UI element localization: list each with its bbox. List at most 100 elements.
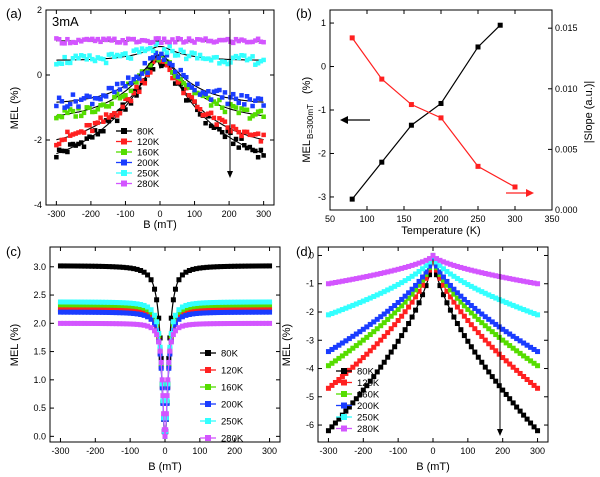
panel-d-marker-80K xyxy=(465,338,471,344)
panel-a-marker-120K xyxy=(261,132,266,138)
panel-d-marker-200K xyxy=(496,324,502,330)
panel-a-marker-80K xyxy=(261,153,266,158)
panel-b-ytick-label: -1 xyxy=(318,105,326,115)
panel-a-marker-280K xyxy=(56,36,62,42)
panel-c-marker-120K xyxy=(225,307,231,313)
panel-c-marker-120K xyxy=(204,307,210,313)
panel-c-marker-250K xyxy=(190,301,196,307)
panel-a-marker-250K xyxy=(211,55,217,60)
panel-c-marker-160K xyxy=(145,307,151,313)
panel-a-marker-160K xyxy=(164,59,170,64)
panel-d-marker-160K xyxy=(353,343,359,349)
panel-d-marker-120K xyxy=(479,333,485,339)
panel-d-marker-120K xyxy=(535,385,541,391)
panel-c-marker-280K xyxy=(159,377,165,383)
panel-d-marker-200K xyxy=(451,286,457,292)
panel-d-marker-200K xyxy=(399,296,405,302)
panel-c-marker-280K xyxy=(160,393,166,399)
panel-a-marker-200K xyxy=(217,87,222,93)
panel-a-marker-280K xyxy=(195,37,200,42)
panel-d-marker-160K xyxy=(325,363,331,369)
panel-a-marker-200K xyxy=(219,95,225,100)
panel-a-marker-160K xyxy=(67,107,73,112)
panel-a-xtick-label: 200 xyxy=(222,209,237,219)
panel-c-marker-280K xyxy=(204,321,210,327)
panel-c-marker-280K xyxy=(106,321,112,327)
panel-c-marker-80K xyxy=(110,264,116,270)
panel-b-xtick-label: 150 xyxy=(396,214,411,224)
panel-d-marker-280K xyxy=(388,268,394,274)
panel-a-marker-250K xyxy=(181,49,186,55)
panel-d-marker-250K xyxy=(339,307,345,313)
panel-d-marker-200K xyxy=(528,344,534,350)
panel-c-marker-120K xyxy=(96,307,102,313)
panel-c-chart: B (mT) MEL (%) -300 -200 -100 0 100 200 300 0.0… xyxy=(9,246,281,473)
panel-a-marker-120K xyxy=(148,70,153,75)
panel-a-marker-160K xyxy=(95,107,101,112)
panel-d-marker-120K xyxy=(350,364,356,370)
panel-c-marker-80K xyxy=(131,266,137,272)
panel-c-marker-160K xyxy=(131,303,137,309)
panel-c-marker-280K xyxy=(221,321,227,327)
panel-a-marker-120K xyxy=(114,113,120,118)
panel-d-marker-280K xyxy=(413,261,419,267)
panel-c-marker-280K xyxy=(235,320,241,326)
panel-a-marker-200K xyxy=(92,95,98,101)
panel-c-marker-80K xyxy=(168,315,174,321)
panel-b-xtick-label: 200 xyxy=(433,214,448,224)
panel-c-marker-160K xyxy=(200,303,206,309)
panel-d-marker-200K xyxy=(336,342,342,348)
panel-d-marker-280K xyxy=(528,279,534,285)
panel-a-marker-160K xyxy=(62,108,67,113)
panel-d-marker-80K xyxy=(392,344,398,350)
panel-a-marker-200K xyxy=(67,101,73,107)
panel-a-marker-120K xyxy=(197,107,203,112)
panel-a-marker-160K xyxy=(242,107,247,112)
panel-a-marker-250K xyxy=(164,50,170,55)
panel-c-marker-160K xyxy=(148,309,154,315)
panel-d-marker-120K xyxy=(406,304,412,310)
panel-c-marker-160K xyxy=(124,303,130,309)
panel-d-marker-80K xyxy=(489,374,495,380)
panel-label-d: (d) xyxy=(296,244,312,259)
panel-c-marker-80K xyxy=(221,263,227,269)
panel-a-xtick-label: -300 xyxy=(47,209,65,219)
panel-d-marker-280K xyxy=(427,256,433,262)
panel-d-marker-250K xyxy=(517,305,523,311)
panel-c-marker-200K xyxy=(138,311,144,317)
panel-d-marker-120K xyxy=(409,299,415,305)
panel-c-marker-280K xyxy=(166,359,172,365)
panel-a-marker-120K xyxy=(175,80,181,85)
panel-d-marker-160K xyxy=(360,337,366,343)
panel-a-marker-200K xyxy=(101,93,106,98)
panel-d-marker-280K xyxy=(367,273,373,279)
panel-a-marker-280K xyxy=(214,39,219,44)
panel-d-marker-280K xyxy=(486,271,492,277)
panel-a-marker-80K xyxy=(247,144,253,150)
panel-d-marker-120K xyxy=(531,382,537,388)
panel-c-marker-160K xyxy=(113,302,119,308)
panel-b-ytick-label: 1 xyxy=(321,18,326,28)
panel-c-marker-200K xyxy=(242,309,248,315)
panel-a-marker-120K xyxy=(120,104,125,110)
panel-c-marker-200K xyxy=(186,311,192,317)
panel-c-marker-120K xyxy=(134,308,140,314)
panel-d-marker-160K xyxy=(535,363,541,369)
panel-a-marker-250K xyxy=(222,59,228,65)
panel-c-marker-120K xyxy=(120,307,126,313)
panel-a-marker-120K xyxy=(84,123,90,128)
panel-a-marker-200K xyxy=(230,91,236,97)
panel-c-marker-280K xyxy=(82,320,88,326)
panel-c-marker-280K xyxy=(71,320,77,326)
panel-c-marker-280K xyxy=(242,320,248,326)
panel-a-marker-80K xyxy=(65,149,70,155)
panel-a-marker-280K xyxy=(253,38,258,43)
panel-d-marker-200K xyxy=(465,300,471,306)
panel-d-marker-280K xyxy=(507,276,513,282)
panel-d-marker-250K xyxy=(444,268,450,274)
panel-a-marker-120K xyxy=(62,137,67,142)
panel-b-point-mel xyxy=(408,122,414,128)
panel-d-marker-250K xyxy=(406,276,412,282)
panel-d-marker-250K xyxy=(381,289,387,295)
panel-a-marker-200K xyxy=(62,105,67,110)
